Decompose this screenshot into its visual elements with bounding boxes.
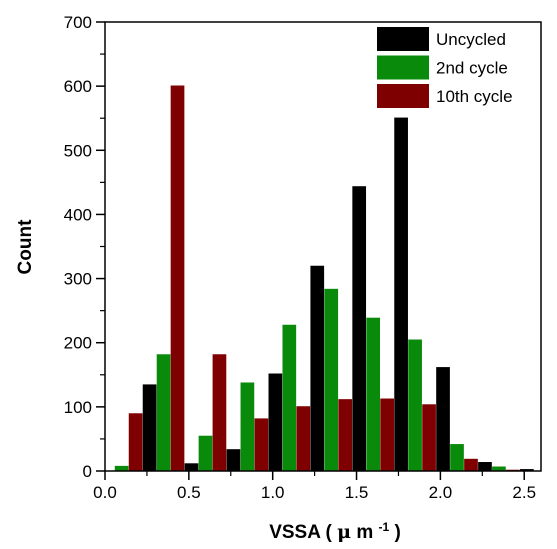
bar-series2-bin4: [240, 382, 255, 471]
bar-series2-bin2: [156, 354, 171, 471]
bar-series1-bin10: [478, 462, 492, 471]
bar-series3-bin7: [380, 398, 394, 471]
legend-label-3: 10th cycle: [436, 87, 513, 106]
y-tick-label-4: 400: [64, 205, 92, 224]
x-axis-unit-m: m: [356, 522, 373, 543]
bar-series3-bin5: [296, 406, 311, 471]
bar-series1-bin7: [352, 186, 367, 471]
bar-series2-bin10: [492, 466, 506, 471]
x-tick-label-5: 2.5: [512, 483, 536, 502]
bar-series3-bin1: [128, 413, 143, 471]
x-tick-label-4: 2.0: [429, 483, 453, 502]
legend-swatch-3: [377, 84, 429, 108]
legend: Uncycled 2nd cycle 10th cycle: [377, 27, 513, 108]
legend-label-1: Uncycled: [436, 30, 506, 49]
x-axis-unit-open: (: [326, 522, 333, 543]
x-axis-unit-exp: -1: [379, 520, 390, 534]
y-tick-label-0: 0: [83, 462, 92, 481]
bars-layer: [114, 85, 534, 471]
bar-series2-bin7: [366, 317, 381, 471]
bar-series1-bin8: [394, 117, 408, 471]
bar-series2-bin8: [408, 339, 422, 471]
bar-series3-bin8: [422, 404, 436, 471]
x-axis-title: VSSA ( μ m -1 ): [269, 520, 401, 543]
y-tick-label-5: 500: [64, 141, 92, 160]
bar-series3-bin4: [254, 418, 269, 471]
bar-series3-bin2: [170, 85, 185, 471]
bar-series1-bin4: [226, 449, 241, 471]
axis-titles: VSSA ( μ m -1 ) Count: [15, 219, 401, 543]
x-tick-label-0: 0.0: [93, 483, 117, 502]
bar-series1-bin9: [436, 367, 450, 471]
bar-series3-bin6: [338, 399, 353, 471]
x-axis-unit-mu: μ: [337, 521, 351, 543]
bar-series2-bin5: [282, 324, 297, 471]
y-tick-label-1: 100: [64, 398, 92, 417]
x-tick-label-1: 0.5: [177, 483, 201, 502]
legend-swatch-1: [377, 27, 429, 51]
bar-series1-bin5: [268, 373, 283, 471]
bar-series1-bin3: [184, 463, 199, 471]
bar-series2-bin3: [198, 435, 213, 471]
bar-series3-bin3: [212, 354, 227, 471]
legend-swatch-2: [377, 55, 429, 80]
x-axis-title-label: VSSA: [269, 522, 321, 543]
legend-label-2: 2nd cycle: [436, 59, 508, 78]
bar-series2-bin9: [450, 444, 464, 471]
bar-series1-bin2: [142, 384, 157, 471]
y-axis-title: Count: [15, 219, 36, 275]
x-axis-unit-close: ): [394, 522, 400, 543]
bar-series1-bin6: [310, 265, 325, 471]
bar-series3-bin9: [464, 458, 478, 471]
y-tick-label-3: 300: [64, 270, 92, 289]
bar-series2-bin1: [114, 465, 129, 471]
x-tick-label-3: 1.5: [345, 483, 369, 502]
bar-series1-bin11: [520, 469, 534, 471]
x-tick-label-2: 1.0: [261, 483, 285, 502]
y-tick-label-7: 700: [64, 13, 92, 32]
axes-layer: 0 100 200 300 400 500 600 700 0.0 0.5 1.0 1.5 2.0 2.5: [64, 13, 542, 502]
y-tick-label-6: 600: [64, 77, 92, 96]
y-tick-label-2: 200: [64, 334, 92, 353]
bar-series2-bin6: [324, 288, 339, 471]
